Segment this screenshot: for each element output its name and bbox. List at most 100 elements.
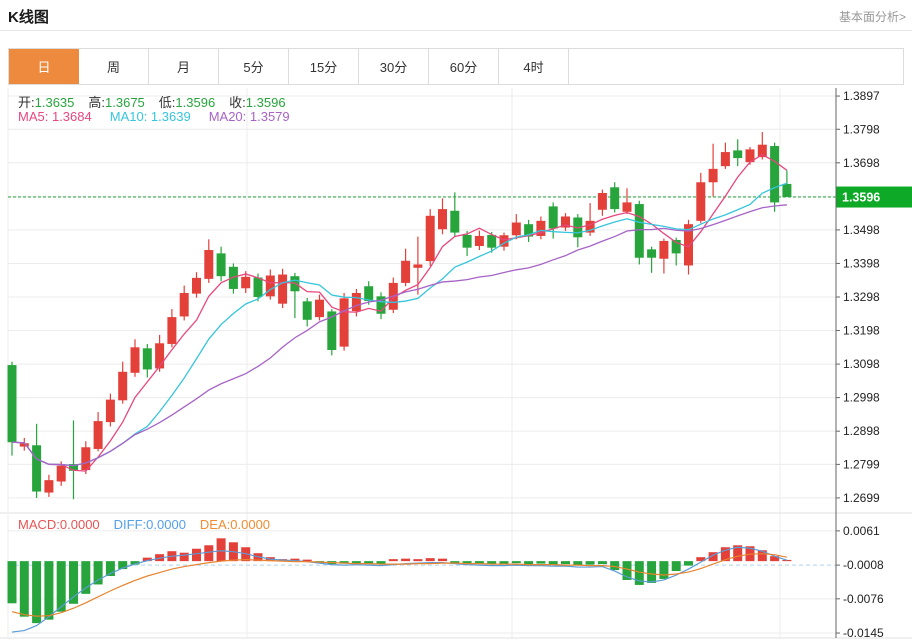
price-axis-label-3: 1.3498	[843, 223, 880, 237]
macd-hist-bar	[548, 561, 558, 565]
ohlc-value-2: 1.3596	[175, 95, 216, 110]
tab-period-5[interactable]: 30分	[359, 49, 429, 84]
price-axis-label-1: 1.3798	[843, 122, 880, 136]
candle-body	[413, 264, 423, 268]
macd-hist-bar	[597, 561, 607, 565]
macd-hist-bar	[69, 561, 78, 604]
candle-body	[56, 465, 66, 482]
candle-body	[536, 220, 546, 236]
macd-label-2: DEA:	[199, 517, 231, 532]
macd-hist-bar	[364, 561, 374, 565]
candle-body	[487, 234, 497, 248]
macd-hist-bar	[770, 556, 780, 562]
macd-axis-label-2: -0.0076	[843, 592, 884, 606]
macd-hist-bar	[351, 561, 361, 564]
candle-body	[647, 249, 657, 258]
tab-period-7[interactable]: 4时	[499, 49, 569, 84]
macd-label-1: DIFF:	[113, 517, 147, 532]
macd-hist-bar	[56, 561, 66, 612]
macd-hist-bar	[647, 561, 657, 583]
candle-body	[425, 215, 435, 262]
macd-hist-bar	[499, 561, 509, 564]
candle-body	[708, 168, 718, 183]
candle-body	[130, 347, 140, 373]
candle-body	[450, 210, 460, 233]
header-divider	[0, 30, 912, 31]
price-axis-label-5: 1.3298	[843, 290, 880, 304]
candle-body	[733, 150, 743, 159]
candle-body	[351, 292, 361, 312]
macd-hist-bar	[118, 561, 128, 570]
candle-body	[561, 216, 570, 228]
candle-body	[339, 298, 349, 347]
ohlc-value-3: 1.3596	[245, 95, 286, 110]
candle-body	[376, 296, 386, 314]
ohlc-label-3: 收:	[229, 95, 246, 110]
macd-hist-bar	[7, 561, 17, 604]
macd-hist-bar	[696, 557, 706, 562]
macd-hist-bar	[524, 561, 534, 565]
ma-value-1: 1.3639	[150, 109, 191, 124]
candle-body	[118, 371, 128, 401]
macd-axis-label-1: -0.0008	[843, 558, 884, 572]
tab-period-6[interactable]: 60分	[429, 49, 499, 84]
candle-body	[192, 277, 201, 294]
macd-hist-bar	[290, 558, 300, 562]
price-axis-label-9: 1.2898	[843, 424, 880, 438]
ohlc-label-0: 开:	[18, 95, 35, 110]
macd-hist-bar	[561, 561, 570, 565]
price-axis-label-0: 1.3897	[843, 89, 880, 103]
candle-body	[499, 235, 509, 247]
macd-hist-bar	[474, 561, 484, 564]
macd-hist-bar	[720, 547, 730, 562]
macd-hist-bar	[19, 561, 29, 617]
fundamental-analysis-link[interactable]: 基本面分析>	[838, 10, 906, 24]
candle-body	[93, 421, 103, 449]
candle-body	[81, 447, 91, 471]
candle-body	[69, 464, 78, 471]
candle-body	[265, 275, 275, 297]
macd-hist-bar	[376, 561, 386, 564]
macd-hist-bar	[401, 558, 411, 562]
macd-hist-bar	[388, 559, 398, 562]
price-axis-label-2: 1.3698	[843, 156, 880, 170]
tab-period-1[interactable]: 周	[79, 49, 149, 84]
macd-axis-label-0: 0.0061	[843, 524, 880, 538]
macd-hist-bar	[462, 561, 472, 565]
macd-hist-bar	[573, 561, 583, 566]
ma-label-1: MA10:	[109, 109, 151, 124]
macd-label-0: MACD:	[18, 517, 60, 532]
tab-period-2[interactable]: 月	[149, 49, 219, 84]
macd-hist-bar	[733, 545, 743, 562]
candle-body	[757, 144, 767, 158]
candle-body	[438, 209, 447, 230]
candle-body	[659, 240, 669, 259]
macd-hist-bar	[511, 561, 521, 564]
macd-hist-bar	[339, 561, 349, 564]
candle-body	[167, 317, 177, 344]
current-price-badge-label: 1.3596	[842, 191, 880, 205]
macd-hist-bar	[81, 561, 91, 594]
tab-period-3[interactable]: 5分	[219, 49, 289, 84]
macd-hist-bar	[438, 558, 447, 562]
tab-period-0[interactable]: 日	[9, 49, 79, 84]
candle-body	[782, 183, 792, 198]
macd-hist-bar	[536, 561, 546, 564]
macd-hist-bar	[634, 561, 644, 585]
macd-hist-bar	[204, 545, 214, 562]
candle-body	[524, 224, 534, 237]
macd-hist-bar	[130, 561, 140, 565]
macd-value-0: 0.0000	[59, 517, 100, 532]
candle-body	[474, 235, 484, 246]
macd-hist-bar	[708, 552, 718, 562]
tab-period-4[interactable]: 15分	[289, 49, 359, 84]
macd-hist-bar	[585, 561, 595, 565]
ohlc-label-1: 高:	[88, 95, 106, 110]
candle-body	[462, 234, 472, 248]
macd-value-1: 0.0000	[146, 517, 186, 532]
candle-body	[155, 343, 165, 369]
price-axis-label-11: 1.2699	[843, 491, 880, 505]
candle-body	[179, 292, 189, 317]
diff-line	[11, 546, 788, 633]
candle-body	[216, 253, 226, 277]
